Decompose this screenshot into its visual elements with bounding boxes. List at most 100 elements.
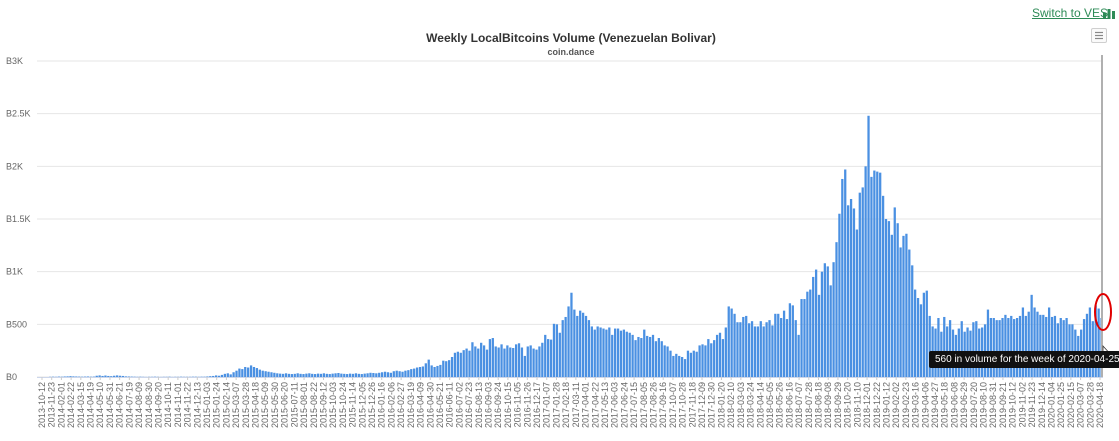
volume-bar[interactable]: [695, 351, 698, 377]
volume-bar[interactable]: [619, 330, 623, 377]
volume-bar[interactable]: [788, 303, 792, 377]
volume-bar[interactable]: [581, 312, 585, 377]
volume-bar[interactable]: [992, 318, 995, 377]
volume-bar[interactable]: [820, 271, 824, 377]
volume-bar[interactable]: [517, 343, 521, 377]
volume-bar[interactable]: [669, 350, 672, 377]
volume-bar[interactable]: [485, 349, 489, 377]
volume-bar[interactable]: [1065, 318, 1068, 377]
volume-bar[interactable]: [634, 340, 637, 377]
volume-bar[interactable]: [552, 323, 556, 377]
volume-bar[interactable]: [643, 329, 646, 377]
volume-bar[interactable]: [107, 375, 110, 377]
switch-to-ves-link[interactable]: Switch to VES: [1032, 6, 1109, 20]
volume-bar[interactable]: [625, 331, 628, 377]
volume-bar[interactable]: [346, 374, 349, 377]
volume-bar[interactable]: [683, 359, 687, 377]
volume-bar[interactable]: [340, 373, 343, 377]
volume-bar[interactable]: [640, 338, 643, 377]
volume-bar[interactable]: [1024, 315, 1027, 377]
volume-bar[interactable]: [1033, 307, 1036, 377]
volume-bar[interactable]: [817, 294, 821, 377]
volume-bar[interactable]: [491, 338, 494, 377]
volume-bar[interactable]: [281, 373, 285, 377]
volume-bar[interactable]: [319, 373, 323, 377]
volume-bar[interactable]: [529, 345, 532, 377]
volume-bar[interactable]: [663, 345, 666, 377]
volume-bar[interactable]: [290, 374, 293, 377]
volume-bar[interactable]: [672, 355, 675, 377]
volume-bar[interactable]: [631, 334, 634, 377]
volume-bar[interactable]: [1007, 318, 1010, 377]
volume-bar[interactable]: [331, 373, 334, 377]
volume-bar[interactable]: [544, 334, 547, 377]
volume-bar[interactable]: [747, 323, 751, 377]
volume-bar[interactable]: [212, 375, 215, 377]
volume-bar[interactable]: [279, 373, 282, 377]
volume-bar[interactable]: [847, 205, 850, 377]
volume-bar[interactable]: [1042, 314, 1045, 377]
volume-bar[interactable]: [302, 374, 305, 377]
volume-bar[interactable]: [296, 373, 299, 377]
volume-bar[interactable]: [512, 348, 515, 377]
volume-bar[interactable]: [497, 347, 500, 377]
volume-bar[interactable]: [564, 316, 567, 377]
volume-bar[interactable]: [442, 360, 445, 377]
volume-bar[interactable]: [488, 339, 492, 377]
volume-bar[interactable]: [541, 342, 544, 377]
volume-bar[interactable]: [858, 192, 861, 377]
volume-bar[interactable]: [986, 309, 990, 377]
volume-bar[interactable]: [1015, 318, 1019, 377]
volume-bar[interactable]: [689, 352, 693, 377]
volume-bar[interactable]: [972, 322, 975, 377]
volume-bar[interactable]: [704, 345, 707, 377]
volume-bar[interactable]: [1013, 319, 1016, 377]
volume-bar[interactable]: [357, 373, 360, 377]
volume-bar[interactable]: [739, 322, 742, 377]
volume-bar[interactable]: [975, 321, 978, 377]
volume-bar[interactable]: [465, 348, 468, 377]
volume-bar[interactable]: [509, 347, 512, 377]
volume-bar[interactable]: [1053, 315, 1057, 377]
volume-bar[interactable]: [549, 339, 553, 377]
volume-bar[interactable]: [806, 291, 809, 377]
volume-bar[interactable]: [113, 375, 116, 377]
volume-bar[interactable]: [960, 321, 963, 377]
volume-bar[interactable]: [922, 292, 926, 377]
volume-bar[interactable]: [450, 356, 454, 377]
volume-bar[interactable]: [445, 361, 448, 377]
volume-bar[interactable]: [1082, 319, 1086, 377]
volume-bar[interactable]: [337, 373, 340, 377]
volume-bar[interactable]: [730, 308, 733, 377]
volume-bar[interactable]: [386, 372, 390, 377]
volume-bar[interactable]: [520, 347, 524, 377]
volume-bar[interactable]: [896, 223, 899, 377]
volume-bar[interactable]: [503, 348, 506, 377]
volume-bar[interactable]: [849, 198, 853, 377]
volume-bar[interactable]: [753, 326, 757, 377]
volume-bar[interactable]: [870, 176, 873, 377]
volume-bar[interactable]: [311, 373, 314, 377]
volume-bar[interactable]: [1021, 307, 1025, 377]
volume-bar[interactable]: [948, 320, 952, 377]
volume-bar[interactable]: [354, 373, 358, 377]
volume-bar[interactable]: [736, 322, 739, 377]
volume-bar[interactable]: [914, 289, 917, 377]
volume-bar[interactable]: [812, 276, 815, 377]
volume-bar[interactable]: [276, 373, 279, 377]
volume-bar[interactable]: [389, 372, 393, 377]
volume-bar[interactable]: [614, 328, 617, 377]
volume-bar[interactable]: [348, 373, 352, 377]
volume-bar[interactable]: [325, 373, 328, 377]
volume-bar[interactable]: [555, 324, 559, 377]
volume-bar[interactable]: [86, 376, 90, 377]
volume-bar[interactable]: [418, 366, 422, 377]
volume-bar[interactable]: [579, 310, 582, 377]
volume-bar[interactable]: [715, 334, 719, 377]
volume-bar[interactable]: [474, 346, 477, 377]
volume-bar[interactable]: [916, 298, 920, 377]
volume-bar[interactable]: [308, 373, 311, 377]
volume-bar[interactable]: [209, 376, 212, 377]
volume-bar[interactable]: [651, 334, 655, 377]
volume-bar[interactable]: [678, 355, 681, 377]
